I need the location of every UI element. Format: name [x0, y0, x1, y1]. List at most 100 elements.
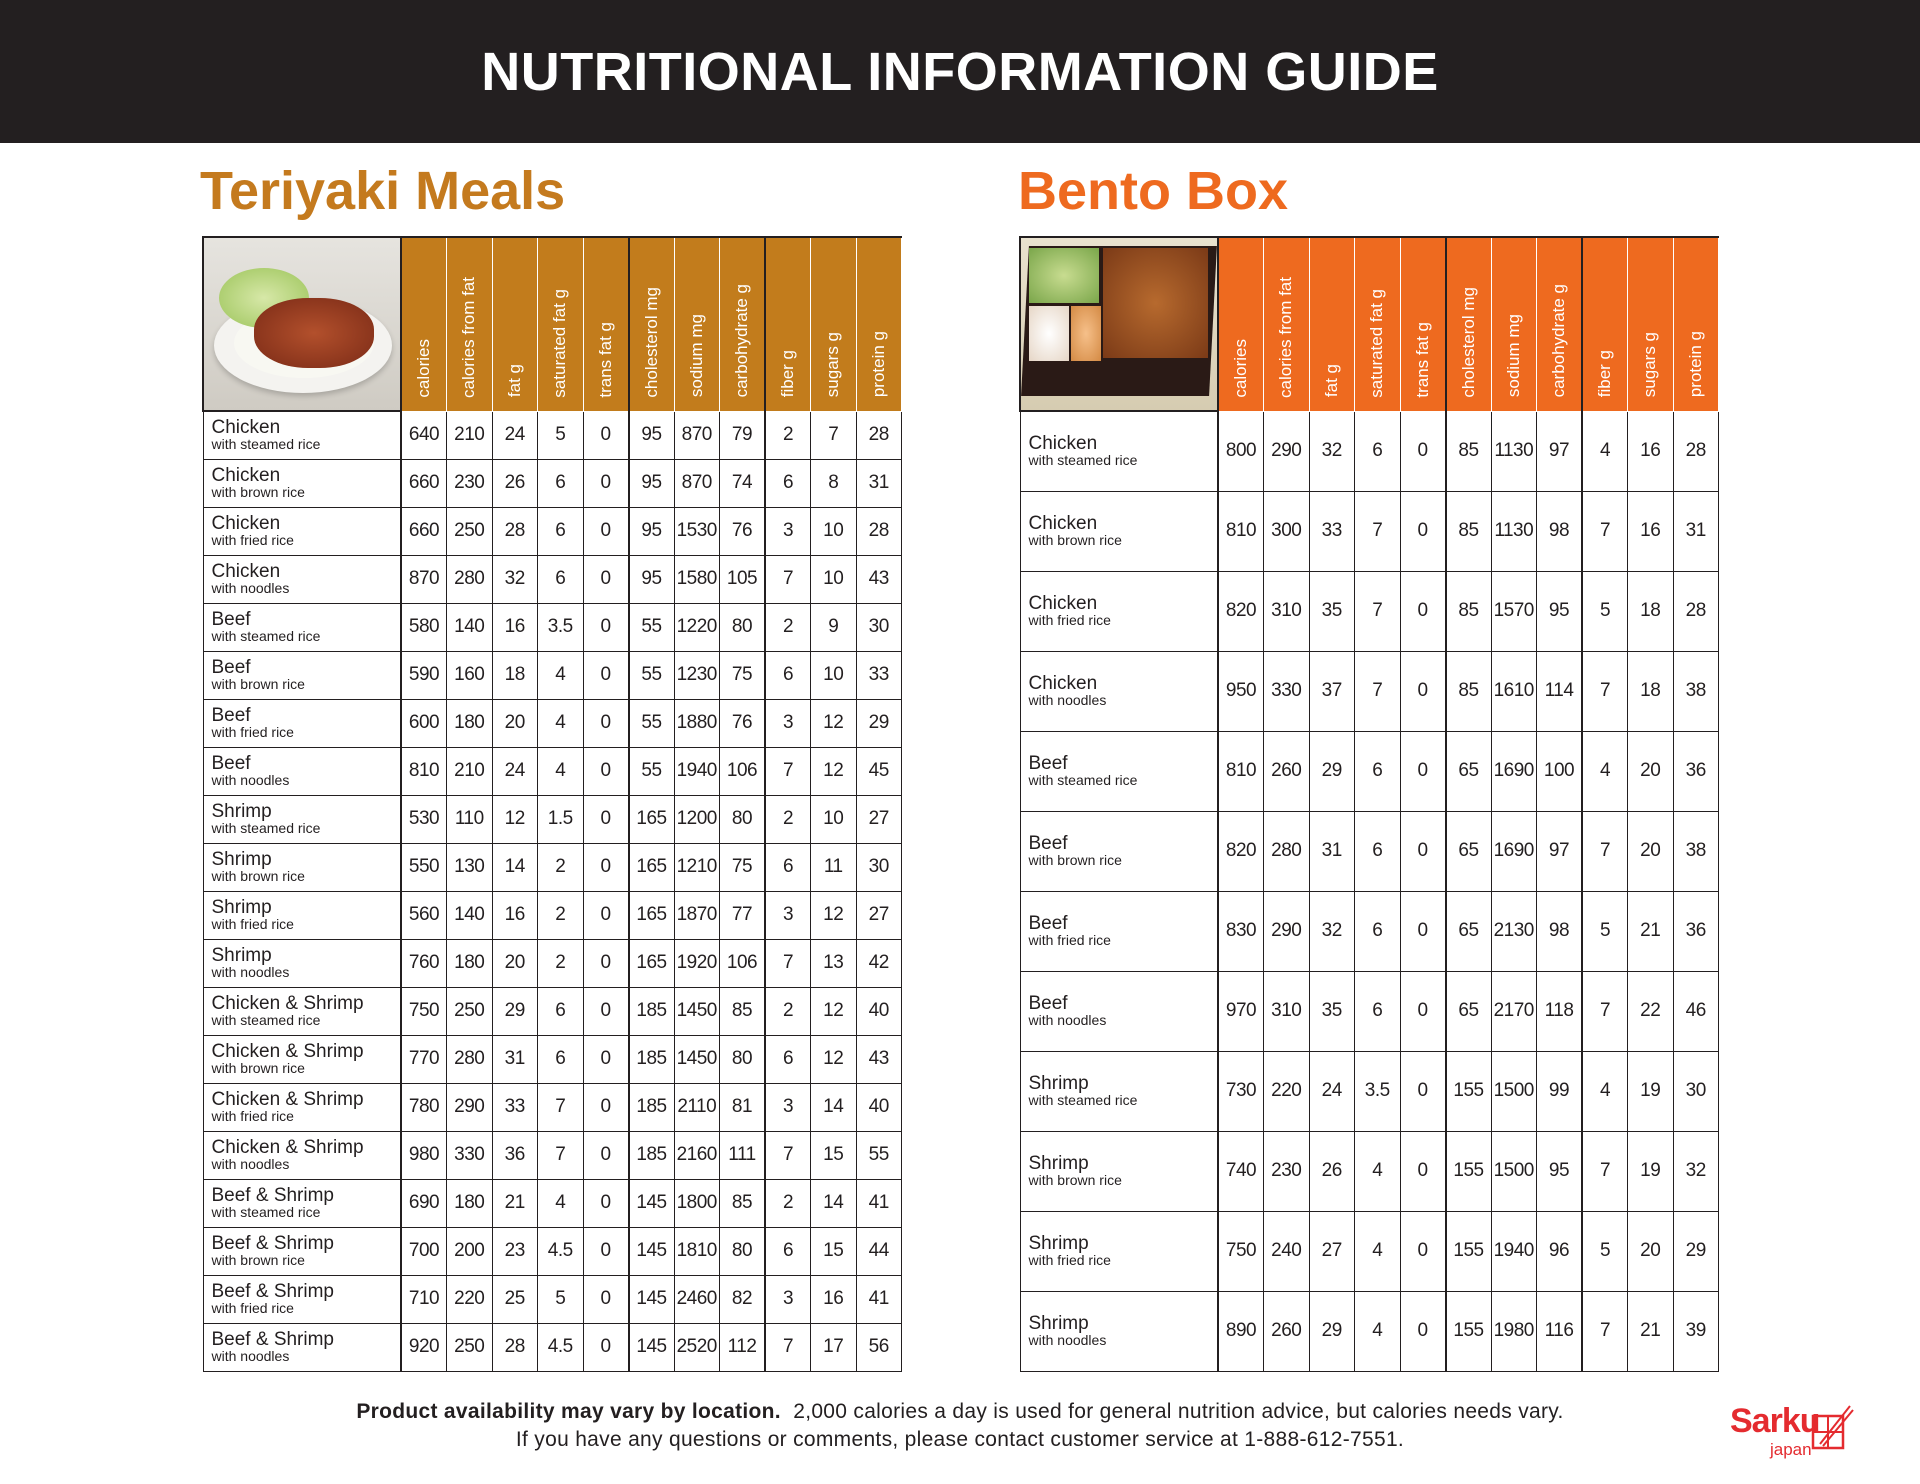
nutrition-value: 165 — [627, 842, 675, 892]
footer-line1: 2,000 calories a day is used for general… — [793, 1400, 1564, 1423]
table-row: Chicken with brown rice 660 230 26 6 0 95 870 74 6… — [202, 458, 902, 508]
menu-item-name: Chicken & Shrimp — [211, 1137, 364, 1158]
nutrition-value: 155 — [1444, 1050, 1492, 1132]
nutrition-value: 5 — [1581, 570, 1628, 652]
column-header-label: carbohydrate g — [732, 284, 751, 398]
nutrition-value: 22 — [1627, 970, 1674, 1052]
table-row: Beef with brown rice 590 160 18 4 0 55 1230 75 6 10… — [202, 650, 902, 700]
nutrition-value: 890 — [1217, 1290, 1264, 1372]
nutrition-value: 7 — [764, 1322, 811, 1372]
column-header: fiber g — [1581, 236, 1628, 412]
table-row: Beef & Shrimp with noodles 920 250 28 4.5 0 145… — [202, 1322, 902, 1372]
nutrition-value: 590 — [400, 650, 447, 700]
nutrition-value: 0 — [582, 458, 629, 508]
nutrition-value: 40 — [855, 986, 902, 1036]
menu-item-side: with fried rice — [1028, 1252, 1111, 1268]
nutrition-value: 4 — [1354, 1290, 1401, 1372]
nutrition-value: 75 — [719, 650, 766, 700]
nutrition-value: 76 — [719, 698, 766, 748]
column-header: carbohydrate g — [1536, 236, 1583, 412]
column-header: protein g — [1672, 236, 1719, 412]
table-row: Chicken with fried rice 660 250 28 6 0 95 1530 76… — [202, 506, 902, 556]
column-header-label: calories — [1231, 338, 1250, 398]
nutrition-value: 130 — [446, 842, 493, 892]
menu-item-side: with noodles — [211, 772, 290, 788]
menu-item-side: with steamed rice — [1028, 452, 1138, 469]
table-row: Beef & Shrimp with steamed rice 690 180 21 4 0… — [202, 1178, 902, 1228]
column-header-label: fiber g — [1595, 350, 1614, 398]
nutrition-value: 6 — [537, 986, 584, 1036]
nutrition-value: 0 — [582, 890, 629, 940]
nutrition-value: 2 — [764, 410, 811, 460]
nutrition-value: 7 — [1354, 490, 1401, 572]
nutrition-value: 230 — [1263, 1130, 1310, 1212]
menu-item-name: Beef & Shrimp — [211, 1329, 335, 1350]
nutrition-value: 16 — [491, 890, 538, 940]
nutrition-value: 25 — [491, 1274, 538, 1324]
column-header: protein g — [855, 236, 902, 412]
menu-item-name: Chicken & Shrimp — [211, 993, 364, 1014]
nutrition-value: 112 — [719, 1322, 766, 1372]
nutrition-value: 7 — [764, 1130, 811, 1180]
menu-item-name: Chicken — [211, 465, 281, 486]
menu-item-name: Beef — [1028, 833, 1068, 854]
menu-item-side: with steamed rice — [211, 820, 321, 836]
column-header: trans fat g — [1399, 236, 1446, 412]
nutrition-value: 14 — [491, 842, 538, 892]
nutrition-value: 0 — [1399, 970, 1446, 1052]
nutrition-value: 4 — [537, 698, 584, 748]
column-header: calories — [400, 236, 447, 412]
menu-item-name: Beef & Shrimp — [211, 1233, 335, 1254]
nutrition-value: 40 — [855, 1082, 902, 1132]
nutrition-value: 1220 — [673, 602, 720, 652]
nutrition-value: 82 — [719, 1274, 766, 1324]
nutrition-value: 85 — [1444, 650, 1492, 732]
menu-item-name: Chicken & Shrimp — [211, 1041, 364, 1062]
nutrition-value: 97 — [1536, 810, 1583, 892]
menu-item-name: Chicken — [211, 561, 281, 582]
nutrition-value: 870 — [400, 554, 447, 604]
nutrition-value: 210 — [446, 410, 493, 460]
menu-item-side: with noodles — [211, 1348, 290, 1364]
column-header-label: calories from fat — [459, 276, 479, 398]
nutrition-value: 1450 — [673, 1034, 720, 1084]
nutrition-value: 1530 — [673, 506, 720, 556]
nutrition-value: 810 — [400, 746, 447, 796]
menu-item-name: Shrimp — [211, 945, 272, 966]
nutrition-value: 12 — [810, 986, 857, 1036]
nutrition-value: 180 — [446, 698, 493, 748]
menu-item-cell: Chicken with brown rice — [202, 458, 402, 508]
menu-item-cell: Shrimp with steamed rice — [202, 794, 402, 844]
column-header: sugars g — [1627, 236, 1674, 412]
nutrition-value: 140 — [446, 602, 493, 652]
table-row: Beef with fried rice 600 180 20 4 0 55 1880 76 3 12… — [202, 698, 902, 748]
menu-item-side: with brown rice — [211, 484, 305, 500]
nutrition-value: 6 — [537, 506, 584, 556]
nutrition-value: 780 — [400, 1082, 447, 1132]
table-row: Beef with steamed rice 810 260 29 6 0 65 1690 100… — [1019, 730, 1719, 812]
nutrition-value: 27 — [1308, 1210, 1355, 1292]
nutrition-value: 140 — [446, 890, 493, 940]
column-header-label: fat g — [1321, 364, 1341, 398]
nutrition-value: 0 — [582, 746, 629, 796]
nutrition-value: 0 — [1399, 1210, 1446, 1292]
column-header-label: fat g — [504, 364, 524, 398]
nutrition-value: 98 — [1536, 490, 1583, 572]
menu-item-name: Shrimp — [211, 897, 272, 918]
column-header-label: sugars g — [823, 332, 843, 398]
nutrition-value: 24 — [1308, 1050, 1355, 1132]
nutrition-value: 0 — [582, 650, 629, 700]
nutrition-value: 1500 — [1490, 1130, 1537, 1212]
column-header: cholesterol mg — [1444, 236, 1492, 412]
nutrition-value: 80 — [719, 602, 766, 652]
nutrition-value: 820 — [1217, 810, 1264, 892]
menu-item-name: Chicken — [211, 417, 281, 439]
nutrition-value: 1500 — [1490, 1050, 1537, 1132]
nutrition-value: 820 — [1217, 570, 1264, 652]
table-row: Beef with noodles 970 310 35 6 0 65 2170 118 7 22 46 — [1019, 970, 1719, 1052]
nutrition-value: 35 — [1308, 970, 1355, 1052]
menu-item-name: Beef & Shrimp — [211, 1281, 335, 1302]
nutrition-value: 43 — [855, 1034, 902, 1084]
table-row: Chicken with steamed rice 800 290 32 6 0 85 1130… — [1019, 410, 1719, 492]
nutrition-value: 1610 — [1490, 650, 1537, 732]
